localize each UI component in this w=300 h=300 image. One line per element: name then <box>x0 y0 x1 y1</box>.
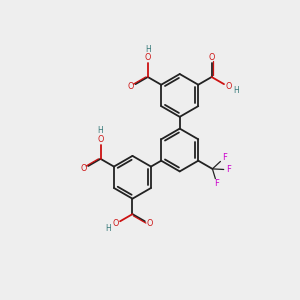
Text: O: O <box>145 53 151 62</box>
Text: O: O <box>112 219 119 228</box>
Text: O: O <box>80 164 87 173</box>
Text: H: H <box>98 126 103 135</box>
Text: H: H <box>105 224 111 232</box>
Text: F: F <box>214 178 219 188</box>
Text: F: F <box>226 165 231 174</box>
Text: O: O <box>225 82 232 91</box>
Text: O: O <box>146 219 153 228</box>
Text: H: H <box>145 45 151 54</box>
Text: H: H <box>233 86 239 95</box>
Text: O: O <box>208 53 215 62</box>
Text: O: O <box>98 135 104 144</box>
Text: O: O <box>128 82 134 91</box>
Text: F: F <box>223 153 227 162</box>
